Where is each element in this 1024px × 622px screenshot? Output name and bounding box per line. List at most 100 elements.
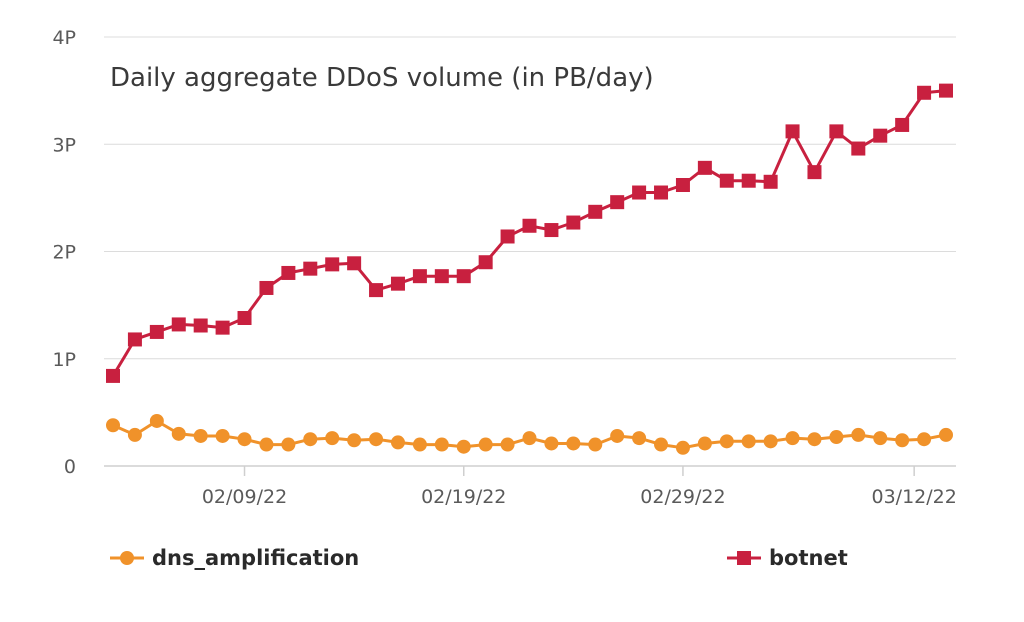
botnet-point <box>632 185 647 200</box>
botnet-point <box>390 276 405 291</box>
dns_amplification-point <box>500 437 515 452</box>
botnet-point <box>697 160 712 175</box>
dns_amplification-point <box>456 439 471 454</box>
dns_amplification-point <box>851 427 866 442</box>
botnet-point <box>544 223 559 238</box>
dns_amplification-point <box>325 431 340 446</box>
dns_amplification-point <box>741 434 756 449</box>
y-tick-label: 2P <box>52 242 76 264</box>
dns_amplification-point <box>895 433 910 448</box>
x-tick-label: 02/29/22 <box>640 486 725 508</box>
botnet-point <box>106 368 120 383</box>
legend: dns_amplification botnet <box>110 546 848 570</box>
botnet-point <box>412 269 427 284</box>
botnet-point <box>171 317 186 332</box>
botnet-point <box>829 124 844 139</box>
series-layer <box>106 83 953 455</box>
botnet-point <box>654 185 669 200</box>
dns_amplification-point <box>654 437 669 452</box>
legend-item-dns_amplification: dns_amplification <box>110 546 359 570</box>
dns_amplification-point <box>171 426 186 441</box>
botnet-point <box>851 141 866 156</box>
botnet-point <box>895 117 910 132</box>
dns_amplification-point <box>522 431 537 446</box>
dns_amplification-point <box>347 433 362 448</box>
botnet-point <box>873 128 888 143</box>
dns_amplification-point <box>412 437 427 452</box>
dns_amplification-point <box>478 437 493 452</box>
dns_amplification-point <box>697 436 712 451</box>
botnet-point <box>127 332 142 347</box>
botnet-point <box>369 283 384 298</box>
dns_amplification-point <box>149 413 164 428</box>
botnet-point <box>785 124 800 139</box>
y-tick-label: 1P <box>52 349 76 371</box>
botnet-point <box>478 255 493 270</box>
dns_amplification-point <box>829 430 844 445</box>
botnet-point <box>807 165 822 180</box>
dns_amplification-point <box>939 427 953 442</box>
dns_amplification-point <box>610 428 625 443</box>
botnet-point <box>588 204 603 219</box>
dns_amplification-point <box>434 437 449 452</box>
botnet-point <box>719 173 734 188</box>
dns_amplification-point <box>303 432 318 447</box>
botnet-point <box>610 195 625 210</box>
botnet-point <box>281 265 296 280</box>
dns_amplification-point <box>675 440 690 455</box>
dns_amplification-point <box>193 428 208 443</box>
dns_amplification-point <box>785 431 800 446</box>
dns_amplification-point <box>281 437 296 452</box>
series-botnet <box>106 83 953 383</box>
legend-square-marker <box>737 551 751 565</box>
botnet-line <box>111 89 947 377</box>
botnet-point <box>566 215 581 230</box>
dns_amplification-point <box>106 418 120 433</box>
botnet-point <box>741 173 756 188</box>
chart-title: Daily aggregate DDoS volume (in PB/day) <box>110 63 654 93</box>
legend-label: dns_amplification <box>152 546 359 570</box>
botnet-point <box>347 256 362 271</box>
botnet-point <box>325 257 340 272</box>
botnet-point <box>763 174 778 189</box>
botnet-point <box>939 83 953 98</box>
dns_amplification-point <box>763 434 778 449</box>
gridlines <box>104 36 956 360</box>
botnet-point <box>193 318 208 333</box>
botnet-point <box>259 280 274 295</box>
botnet-point <box>675 178 690 193</box>
dns_amplification-point <box>719 434 734 449</box>
botnet-point <box>917 85 932 100</box>
dns_amplification-point <box>544 436 559 451</box>
legend-circle-marker <box>120 551 134 565</box>
dns_amplification-point <box>390 435 405 450</box>
y-tick-label: 4P <box>52 27 76 49</box>
dns_amplification-point <box>873 431 888 446</box>
dns_amplification-point <box>259 437 274 452</box>
botnet-point <box>215 320 230 335</box>
botnet-point <box>522 218 537 233</box>
dns_amplification-point <box>215 428 230 443</box>
legend-label: botnet <box>769 546 848 570</box>
botnet-point <box>500 229 515 244</box>
botnet-point <box>149 324 164 339</box>
dns_amplification-point <box>237 432 252 447</box>
dns_amplification-point <box>588 437 603 452</box>
dns_amplification-point <box>632 431 647 446</box>
y-tick-label: 3P <box>52 134 76 156</box>
x-tick-label: 02/09/22 <box>202 486 287 508</box>
botnet-point <box>456 269 471 284</box>
botnet-point <box>237 310 252 325</box>
botnet-point <box>303 261 318 276</box>
dns_amplification-point <box>566 436 581 451</box>
series-dns_amplification <box>106 413 953 455</box>
dns_amplification-point <box>369 432 384 447</box>
botnet-point <box>434 269 449 284</box>
y-axis-tick-labels: 0 1P 2P 3P 4P <box>52 27 76 478</box>
x-tick-label: 03/12/22 <box>871 486 956 508</box>
dns_amplification-point <box>807 432 822 447</box>
x-tick-label: 02/19/22 <box>421 486 506 508</box>
y-tick-label: 0 <box>64 456 76 478</box>
dns_amplification-point <box>127 427 142 442</box>
